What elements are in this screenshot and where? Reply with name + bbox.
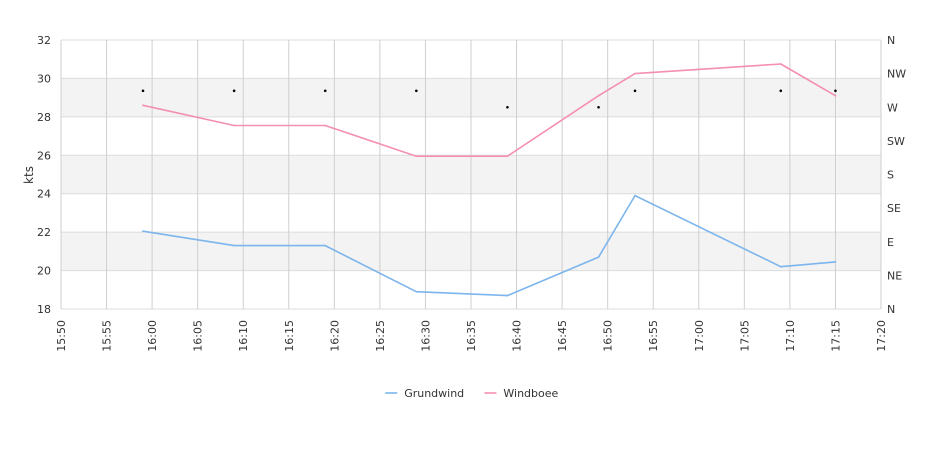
legend-label[interactable]: Windboee — [503, 387, 558, 400]
data-point — [597, 256, 600, 259]
y2-tick-label: NE — [887, 269, 902, 282]
direction-marker — [506, 105, 509, 109]
y-tick-label: 32 — [37, 34, 51, 47]
x-tick-label: 15:55 — [101, 320, 114, 352]
direction-marker — [779, 89, 783, 93]
x-tick-label: 17:10 — [784, 320, 797, 352]
direction-markers — [141, 89, 837, 109]
y2-tick-label: SE — [887, 202, 901, 215]
y-tick-label: 18 — [37, 303, 51, 316]
y-tick-label: 24 — [37, 188, 51, 201]
data-point — [634, 194, 636, 197]
x-tick-label: 16:45 — [556, 320, 569, 352]
x-tick-label: 16:20 — [328, 320, 341, 352]
series-lines — [142, 63, 837, 297]
x-tick-label: 16:15 — [283, 320, 296, 352]
legend-label[interactable]: Grundwind — [404, 387, 464, 400]
direction-marker — [232, 89, 236, 93]
grid-lines — [60, 39, 882, 310]
x-tick-label: 15:50 — [55, 320, 68, 352]
x-tick-label: 16:25 — [374, 320, 387, 352]
x-axis-ticks: 15:50 15:55 16:00 16:05 16:10 16:15 16:20 16:25… — [55, 320, 888, 352]
data-point — [834, 261, 837, 263]
data-point — [597, 94, 600, 97]
data-point — [779, 265, 782, 268]
data-point — [324, 124, 327, 127]
data-point — [142, 104, 144, 107]
direction-marker — [633, 89, 637, 93]
x-tick-label: 16:30 — [419, 320, 432, 352]
y-tick-label: 28 — [37, 111, 51, 124]
x-tick-label: 16:40 — [511, 320, 524, 352]
y2-axis-ticks: N NE E SE S SW W NW N — [887, 34, 906, 316]
y2-tick-label: N — [887, 34, 895, 47]
y2-tick-label: SW — [887, 135, 905, 148]
y-tick-label: 30 — [37, 72, 51, 85]
x-tick-label: 16:05 — [192, 320, 205, 352]
x-tick-label: 16:35 — [465, 320, 478, 352]
y-axis-title: kts — [22, 166, 36, 184]
legend: Grundwind Windboee — [385, 387, 559, 400]
data-point — [324, 244, 327, 247]
direction-marker — [415, 89, 418, 93]
data-point — [233, 244, 236, 247]
y2-tick-label: E — [887, 236, 894, 249]
y-tick-label: 26 — [37, 149, 51, 162]
data-point — [506, 155, 509, 158]
data-point — [506, 294, 509, 297]
x-tick-label: 17:20 — [875, 320, 888, 352]
data-point — [634, 72, 636, 75]
x-tick-label: 16:10 — [237, 320, 250, 352]
y2-tick-label: S — [887, 169, 894, 182]
y-tick-label: 22 — [37, 226, 51, 239]
x-tick-label: 17:00 — [693, 320, 706, 352]
y2-tick-label: NW — [887, 68, 906, 81]
x-tick-label: 17:15 — [829, 320, 842, 352]
data-point — [142, 230, 144, 233]
data-point — [779, 63, 782, 65]
y-tick-label: 20 — [37, 265, 51, 278]
x-tick-label: 16:50 — [602, 320, 615, 352]
data-point — [233, 124, 236, 127]
x-tick-label: 16:55 — [647, 320, 660, 352]
y2-tick-label: N — [887, 303, 895, 316]
data-point — [415, 290, 418, 293]
direction-marker — [834, 89, 837, 93]
direction-marker — [141, 89, 145, 93]
direction-marker — [597, 105, 600, 109]
data-point — [415, 155, 418, 158]
x-tick-label: 16:00 — [146, 320, 159, 352]
x-tick-label: 17:05 — [738, 320, 751, 352]
y2-tick-label: W — [887, 101, 898, 114]
direction-marker — [323, 89, 327, 93]
data-point — [834, 94, 837, 97]
y-axis-ticks: 18 20 22 24 26 28 30 32 — [37, 34, 51, 316]
